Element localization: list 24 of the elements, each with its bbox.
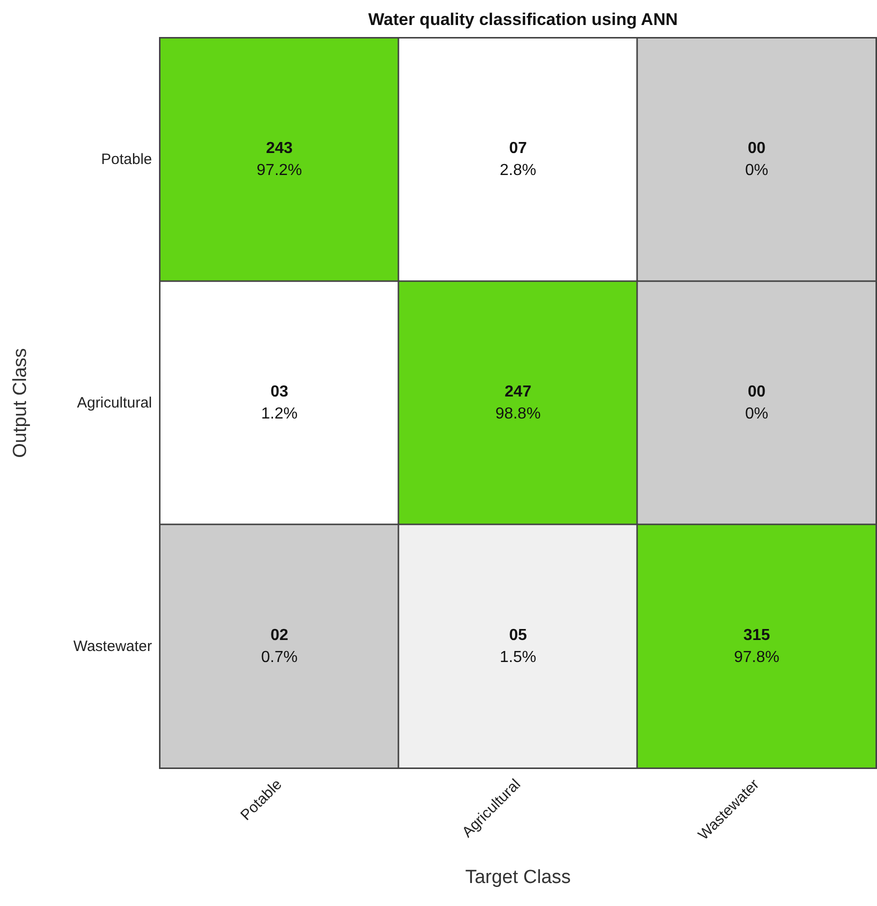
chart-title: Water quality classification using ANN	[368, 10, 678, 29]
data-label: 02	[270, 626, 288, 644]
data-label: 243	[266, 140, 293, 158]
annotation: 97.8%	[734, 648, 780, 666]
data-label: 00	[748, 140, 766, 158]
annotation: 98.8%	[495, 406, 541, 422]
x-axis-title: Target Class	[465, 867, 571, 888]
data-label: 315	[743, 626, 770, 644]
annotation: 1.2%	[261, 406, 298, 422]
y-axis-title: Output Class	[10, 348, 31, 458]
annotation: 0%	[745, 406, 768, 422]
annotation: 97.2%	[256, 162, 302, 180]
data-label: 03	[270, 384, 288, 400]
annotation: 0.7%	[261, 648, 298, 666]
annotation: 2.8%	[500, 162, 536, 180]
data-label: 247	[504, 384, 532, 400]
y-tick-label: Potable	[101, 151, 152, 168]
y-tick-label: Wastewater	[73, 638, 152, 655]
annotation: 0%	[745, 162, 768, 180]
data-label: 05	[509, 626, 527, 644]
data-label: 00	[748, 384, 766, 400]
data-label: 07	[509, 140, 527, 158]
y-tick-label: Agricultural	[76, 394, 152, 412]
annotation: 1.5%	[500, 648, 536, 666]
